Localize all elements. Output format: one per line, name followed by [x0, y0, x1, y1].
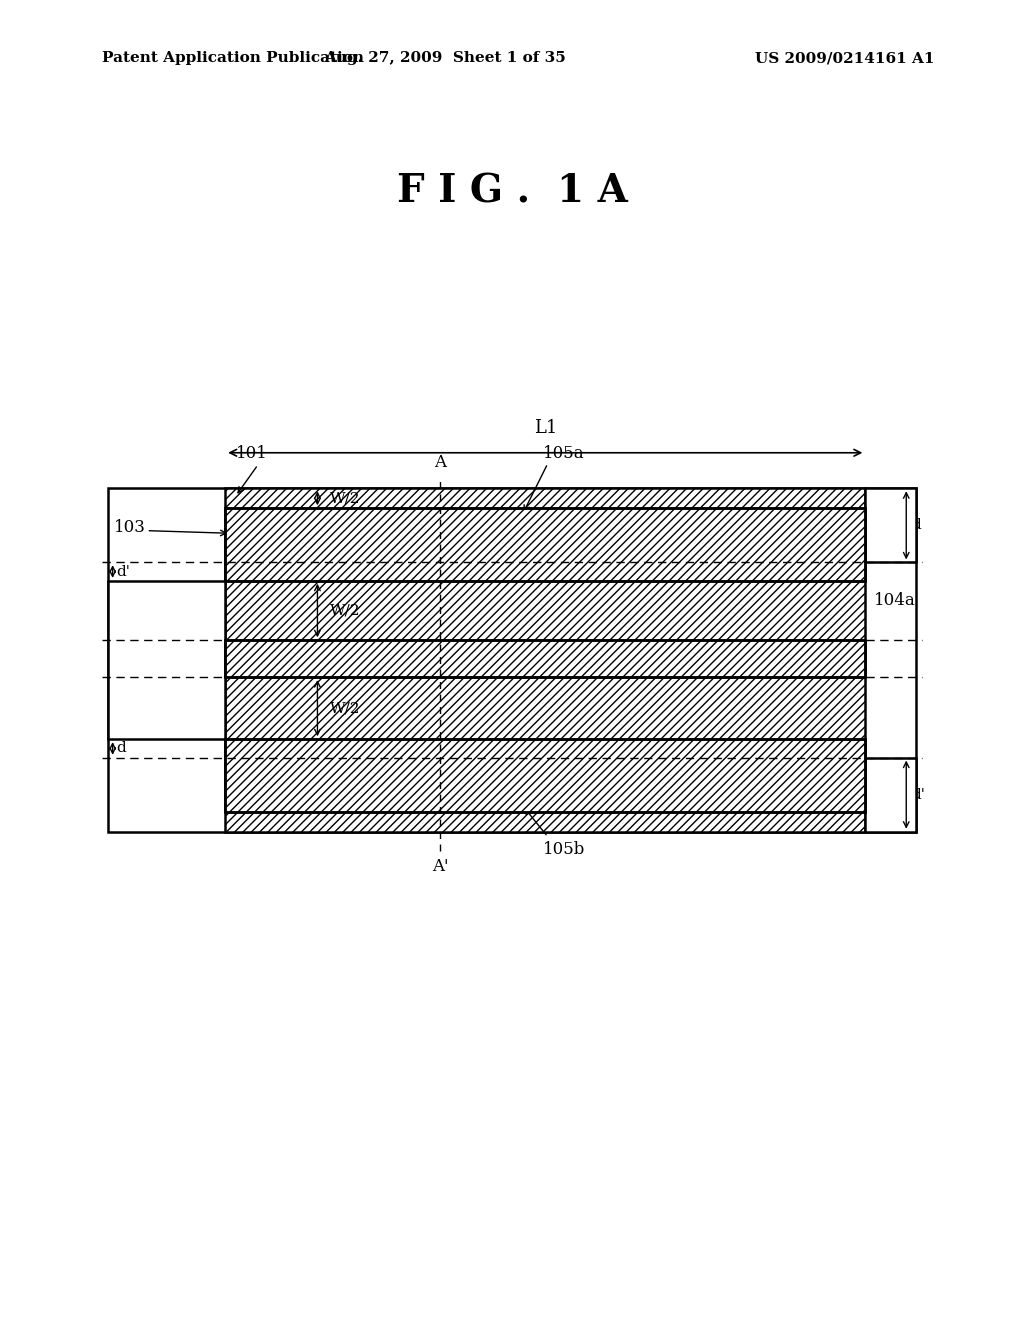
Text: d: d [117, 742, 127, 755]
Text: 105a: 105a [543, 445, 585, 462]
Bar [225, 508, 865, 581]
Bar [225, 739, 865, 812]
Text: A: A [434, 454, 446, 471]
Bar [225, 739, 865, 812]
Text: US 2009/0214161 A1: US 2009/0214161 A1 [755, 51, 935, 65]
Text: Patent Application Publication: Patent Application Publication [102, 51, 365, 65]
Bar [225, 640, 865, 677]
Text: 104a: 104a [873, 593, 915, 609]
Bar [225, 640, 865, 677]
Text: 104b: 104b [873, 771, 916, 787]
Text: 103: 103 [114, 520, 145, 536]
Bar [865, 758, 916, 832]
Text: d': d' [911, 788, 926, 801]
Text: F I G .  1 A: F I G . 1 A [396, 173, 628, 210]
Bar [108, 488, 916, 832]
Text: 102: 102 [177, 642, 209, 657]
Text: L1: L1 [534, 418, 557, 437]
Text: W/2: W/2 [330, 701, 360, 715]
Text: d': d' [117, 565, 131, 578]
Bar [225, 508, 865, 581]
Text: W/2: W/2 [330, 603, 360, 618]
Text: Aug. 27, 2009  Sheet 1 of 35: Aug. 27, 2009 Sheet 1 of 35 [325, 51, 566, 65]
Bar [225, 508, 865, 581]
Bar [225, 739, 865, 812]
Text: A': A' [432, 858, 449, 875]
Bar [108, 581, 225, 739]
Text: 105b: 105b [543, 841, 585, 858]
Bar [865, 488, 916, 562]
Bar [225, 488, 865, 832]
Text: 101: 101 [236, 445, 267, 462]
Text: d: d [911, 519, 922, 532]
Text: W/2: W/2 [330, 491, 360, 506]
Bar [225, 640, 865, 677]
